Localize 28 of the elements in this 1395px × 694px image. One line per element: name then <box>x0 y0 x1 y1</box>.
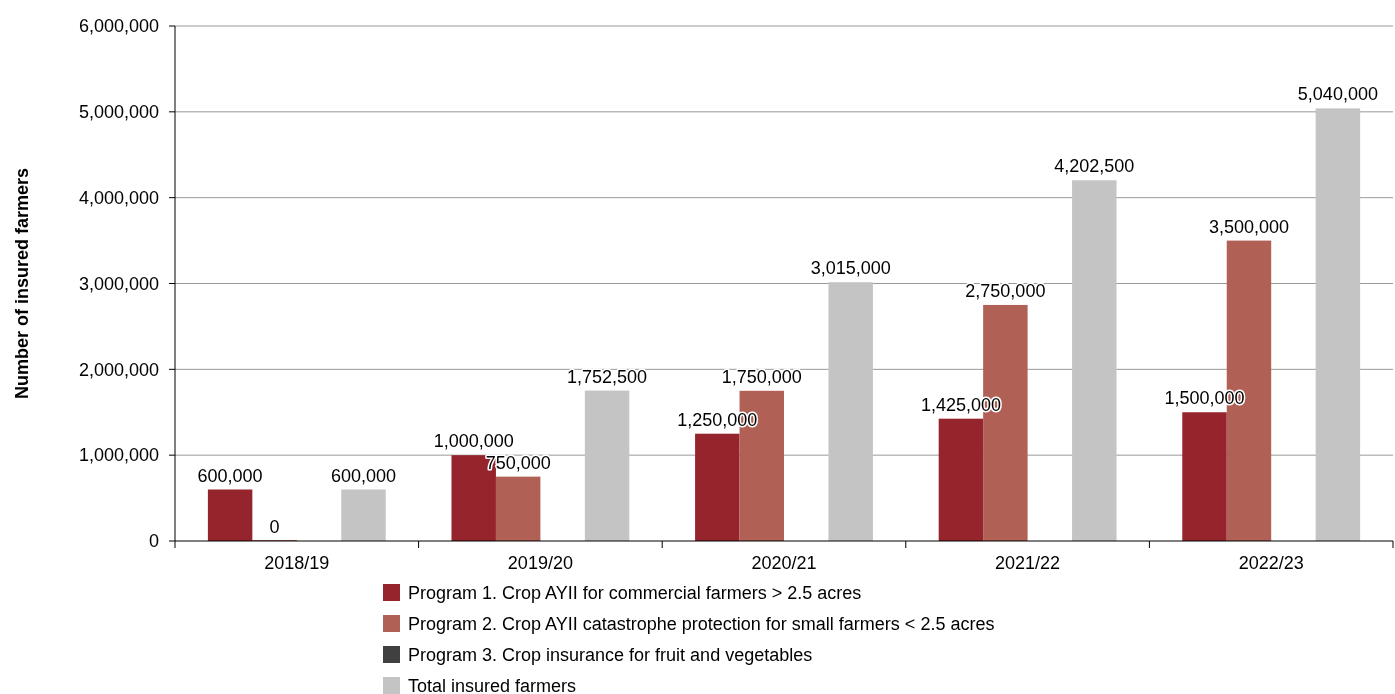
legend-label: Program 3. Crop insurance for fruit and vegetables <box>408 645 813 666</box>
y-tick-label: 1,000,000 <box>78 445 159 466</box>
x-tick-label: 2020/21 <box>751 553 817 573</box>
legend-label: Total insured farmers <box>408 676 577 694</box>
data-label: 1,750,000 <box>721 366 802 387</box>
data-label: 0 <box>269 517 280 537</box>
x-tick-label: 2022/23 <box>1238 553 1304 573</box>
data-label: 3,015,000 <box>810 258 891 279</box>
data-label: 2,750,000 <box>965 280 1046 301</box>
y-tick-label: 4,000,000 <box>78 187 159 208</box>
y-axis-title: Number of insured farmers <box>12 167 32 400</box>
y-tick-label: 6,000,000 <box>78 16 159 37</box>
data-label: 600,000 <box>197 465 263 486</box>
y-tick-label: 3,000,000 <box>78 273 159 294</box>
data-label: 600,000 <box>330 465 397 486</box>
x-tick-label: 2021/22 <box>995 553 1061 573</box>
legend-label: Program 1. Crop AYII for commercial farmers > 2.5 acres <box>408 583 862 604</box>
data-label: 1,752,500 <box>567 366 648 387</box>
x-tick-label: 2018/19 <box>264 553 330 573</box>
y-tick-label: 5,000,000 <box>78 102 159 123</box>
data-label: 3,500,000 <box>1208 216 1290 237</box>
y-tick-label: 2,000,000 <box>78 359 159 380</box>
data-label: 5,040,000 <box>1297 84 1378 105</box>
y-tick-label: 0 <box>148 531 159 552</box>
x-tick-label: 2019/20 <box>507 553 573 573</box>
legend-label: Program 2. Crop AYII catastrophe protection for small farmers < 2.5 acres <box>408 614 995 635</box>
data-label: 1,000,000 <box>433 431 514 452</box>
data-label: 4,202,500 <box>1054 156 1135 177</box>
